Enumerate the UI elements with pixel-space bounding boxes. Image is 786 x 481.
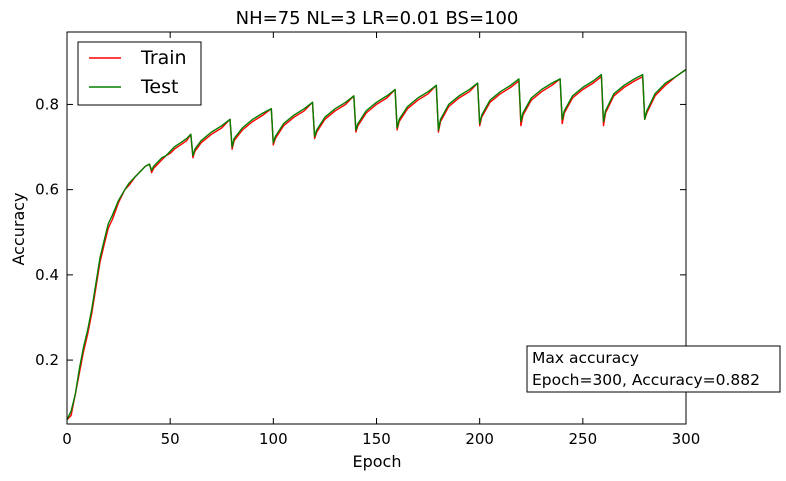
legend-label-train: Train [140,47,187,69]
x-tick-label: 50 [161,430,180,448]
max-accuracy-annotation: Max accuracy Epoch=300, Accuracy=0.882 [526,345,781,393]
y-tick-label: 0.2 [35,351,59,369]
legend-box [77,41,202,106]
annotation-line-1: Max accuracy [532,349,639,367]
x-axis-title: Epoch [353,452,402,471]
legend: Train Test [77,41,202,106]
y-axis-title: Accuracy [9,192,28,265]
plot-area [66,68,687,421]
chart-title: NH=75 NL=3 LR=0.01 BS=100 [236,8,519,29]
y-tick-label: 0.4 [35,266,59,284]
x-tick-label: 0 [62,430,72,448]
legend-label-test: Test [140,76,178,98]
x-tick-label: 300 [672,430,701,448]
y-tick-label: 0.6 [35,181,59,199]
x-tick-label: 200 [465,430,494,448]
y-tick-label: 0.8 [35,95,59,113]
annotation-box [526,345,781,393]
x-tick-label: 250 [569,430,598,448]
annotation-line-2: Epoch=300, Accuracy=0.882 [532,371,760,389]
x-tick-label: 100 [259,430,288,448]
x-tick-label: 150 [362,430,391,448]
series-line-test [66,68,687,421]
axis-ticks: 0 50 100 150 200 250 300 0.2 0.4 0.6 0.8 [35,32,700,448]
